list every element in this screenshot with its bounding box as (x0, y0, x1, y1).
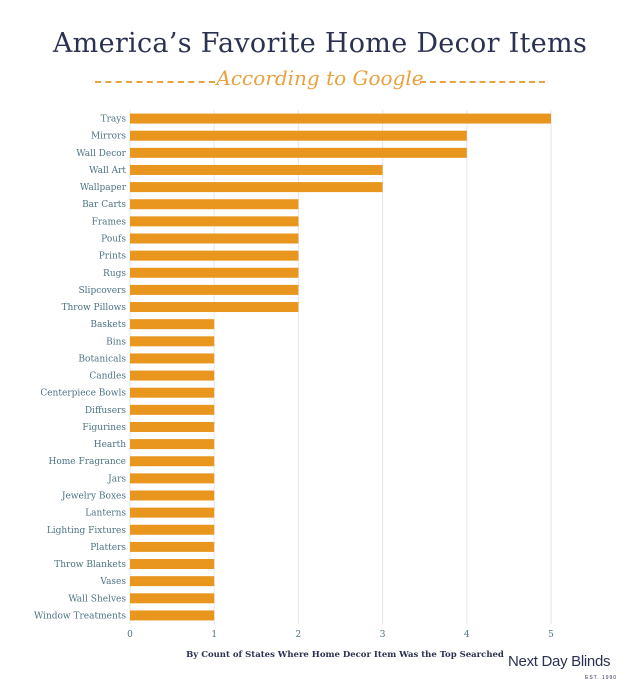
bar (130, 319, 215, 330)
category-label: Baskets (90, 320, 126, 330)
category-label: Wall Shelves (68, 594, 126, 604)
bar (130, 610, 215, 621)
category-label: Window Treatments (34, 611, 126, 621)
bar (130, 507, 215, 518)
category-label: Candles (89, 372, 126, 382)
x-tick-label: 4 (464, 630, 470, 640)
category-label: Poufs (101, 235, 126, 245)
category-label: Throw Pillows (61, 303, 126, 313)
category-label: Wallpaper (80, 183, 127, 193)
category-label: Wall Art (89, 166, 126, 176)
bar (130, 456, 215, 467)
bar (130, 267, 299, 278)
bar (130, 353, 215, 364)
bar (130, 233, 299, 244)
bar (130, 559, 215, 570)
subtitle-dash-left (95, 81, 215, 83)
category-label: Jars (107, 474, 126, 484)
bar (130, 593, 215, 604)
category-label: Vases (99, 577, 126, 587)
category-label: Trays (101, 115, 127, 125)
category-label: Throw Blankets (54, 560, 126, 570)
bar (130, 421, 215, 432)
bar (130, 199, 299, 210)
brand-logo: Next Day Blinds (508, 653, 611, 670)
bar (130, 164, 383, 175)
x-tick-label: 0 (127, 630, 133, 640)
bar (130, 473, 215, 484)
category-label: Bar Carts (82, 200, 126, 210)
bar (130, 147, 467, 158)
category-label: Frames (92, 217, 127, 227)
bar (130, 439, 215, 450)
bar (130, 370, 215, 381)
category-label: Bins (106, 337, 126, 347)
bar (130, 404, 215, 415)
x-tick-label: 3 (380, 630, 386, 640)
category-label: Lanterns (85, 509, 126, 519)
category-label: Centerpiece Bowls (40, 389, 126, 399)
x-tick-label: 5 (548, 630, 554, 640)
bar (130, 524, 215, 535)
bar (130, 490, 215, 501)
category-label: Rugs (103, 269, 126, 279)
category-label: Prints (99, 252, 127, 262)
bar (130, 336, 215, 347)
x-axis-label: By Count of States Where Home Decor Item… (186, 650, 504, 660)
bar (130, 113, 551, 124)
chart-title: America’s Favorite Home Decor Items (52, 28, 588, 59)
category-label: Figurines (82, 423, 126, 433)
bar (130, 387, 215, 398)
category-label: Slipcovers (79, 286, 127, 296)
bar (130, 576, 215, 587)
brand-tagline: EST. 1990 (585, 675, 618, 681)
bar (130, 250, 299, 261)
category-label: Jewelry Boxes (61, 492, 127, 502)
x-tick-label: 1 (211, 630, 217, 640)
bar (130, 182, 383, 193)
category-label: Home Fragrance (49, 457, 127, 467)
category-label: Lighting Fixtures (47, 526, 127, 536)
subtitle-dash-right (420, 81, 545, 83)
category-label: Mirrors (91, 132, 126, 142)
bar (130, 130, 467, 141)
category-label: Platters (90, 543, 126, 553)
category-label: Hearth (94, 440, 126, 450)
x-tick-label: 2 (296, 630, 302, 640)
bar (130, 284, 299, 295)
chart-subtitle: According to Google (216, 66, 424, 90)
category-label: Wall Decor (76, 149, 126, 159)
category-label: Diffusers (85, 406, 127, 416)
subtitle-row: According to Google (95, 66, 545, 96)
bar (130, 541, 215, 552)
bar (130, 302, 299, 313)
category-label: Botanicals (78, 354, 126, 364)
bar (130, 216, 299, 227)
